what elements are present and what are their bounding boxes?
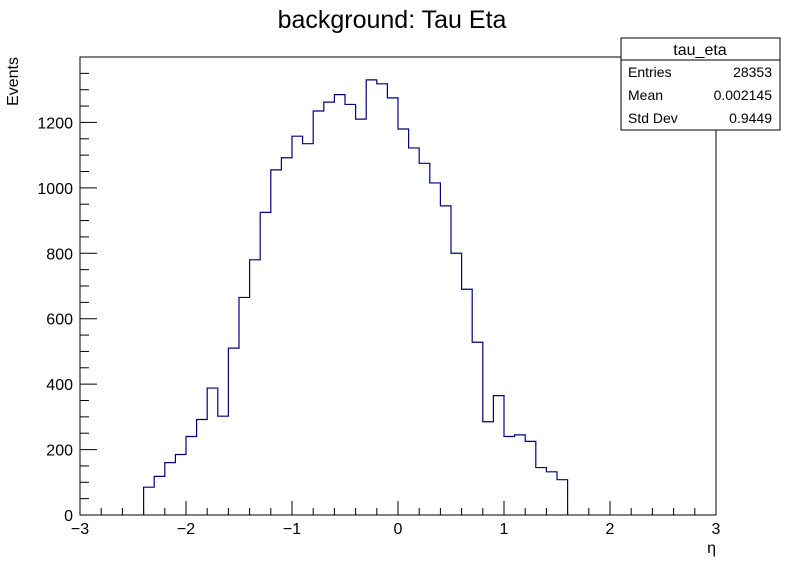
stats-mean-label: Mean: [628, 87, 663, 103]
chart-title: background: Tau Eta: [278, 6, 507, 34]
y-tick-label: 1000: [37, 181, 73, 198]
x-tick-label: 3: [712, 521, 721, 538]
x-axis-title: η: [707, 540, 716, 557]
stats-entries-value: 28353: [733, 64, 772, 80]
stats-stddev-value: 0.9449: [729, 110, 772, 126]
x-tick-label: 2: [606, 521, 615, 538]
y-tick-label: 1200: [37, 115, 73, 132]
stats-box: tau_eta Entries 28353 Mean 0.002145 Std …: [620, 37, 781, 131]
y-tick-label: 600: [46, 312, 73, 329]
histogram-outline: [143, 79, 569, 515]
x-tick-label: 0: [394, 521, 403, 538]
x-axis-tick-labels: −3 −2 −1 0 1 2 3: [71, 521, 721, 538]
x-tick-label: −3: [71, 521, 89, 538]
x-tick-label: −2: [177, 521, 195, 538]
stats-box-frame: [620, 37, 781, 131]
x-axis-ticks: [79, 501, 717, 515]
x-tick-label: −1: [283, 521, 301, 538]
stats-mean-value: 0.002145: [714, 87, 773, 103]
y-axis-ticks: [80, 56, 97, 516]
y-tick-label: 0: [64, 508, 73, 525]
stats-box-name: tau_eta: [673, 42, 726, 59]
y-axis-title: Events: [5, 57, 22, 106]
x-tick-label: 1: [500, 521, 509, 538]
y-tick-label: 200: [46, 443, 73, 460]
y-axis-tick-labels: 0 200 400 600 800 1000 1200: [37, 115, 73, 525]
y-tick-label: 400: [46, 377, 73, 394]
y-tick-label: 800: [46, 246, 73, 263]
stats-entries-label: Entries: [628, 64, 672, 80]
stats-stddev-label: Std Dev: [628, 110, 678, 126]
